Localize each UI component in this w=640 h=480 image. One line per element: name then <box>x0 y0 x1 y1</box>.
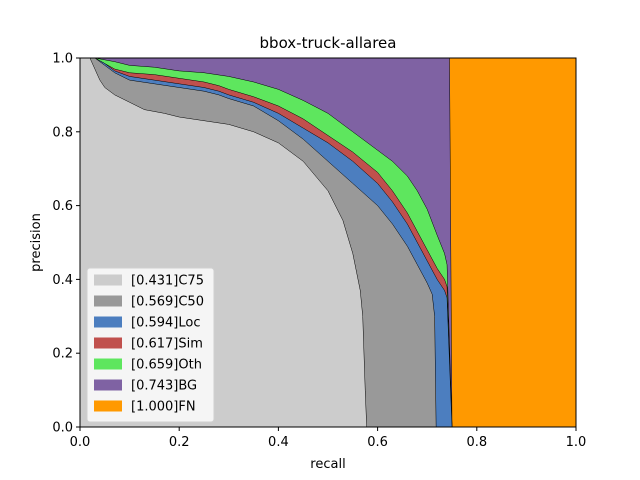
x-tick-label: 1.0 <box>566 435 587 450</box>
x-tick-label: 0.4 <box>268 435 289 450</box>
y-axis-label: precision <box>29 213 44 272</box>
legend: [0.431]C75 [0.569]C50 [0.594]Loc [0.617]Sim… <box>86 267 215 423</box>
legend-entry: [0.659]Oth <box>131 358 202 373</box>
x-tick-label: 0.2 <box>169 435 190 450</box>
legend-entry: [0.617]Sim <box>131 337 203 352</box>
x-tick-label: 0.0 <box>70 435 91 450</box>
x-tick-label: 0.8 <box>466 435 487 450</box>
y-tick-label: 0.6 <box>52 199 73 214</box>
legend-entry: [0.594]Loc <box>131 316 200 331</box>
legend-swatch <box>94 337 122 349</box>
x-tick-label: 0.6 <box>367 435 388 450</box>
y-tick-label: 0.0 <box>52 421 73 436</box>
legend-swatch <box>94 400 122 412</box>
legend-entry: [0.431]C75 <box>131 274 204 289</box>
legend-swatch <box>94 358 122 370</box>
y-tick-label: 0.2 <box>52 347 73 362</box>
legend-swatch <box>94 295 122 307</box>
legend-swatch <box>94 274 122 286</box>
x-axis-label: recall <box>310 457 345 472</box>
legend-entry: [1.000]FN <box>131 400 196 415</box>
y-tick-label: 0.4 <box>52 273 73 288</box>
legend-entry: [0.743]BG <box>131 379 197 394</box>
y-tick-label: 1.0 <box>52 52 73 67</box>
legend-swatch <box>94 316 122 328</box>
y-axis: 0.0 0.2 0.4 0.6 0.8 1.0 <box>52 52 80 436</box>
x-axis: 0.0 0.2 0.4 0.6 0.8 1.0 <box>70 427 587 450</box>
plot-frame <box>79 57 577 428</box>
legend-swatch <box>94 379 122 391</box>
chart-title: bbox-truck-allarea <box>260 34 397 52</box>
legend-entry: [0.569]C50 <box>131 295 204 310</box>
y-tick-label: 0.8 <box>52 125 73 140</box>
